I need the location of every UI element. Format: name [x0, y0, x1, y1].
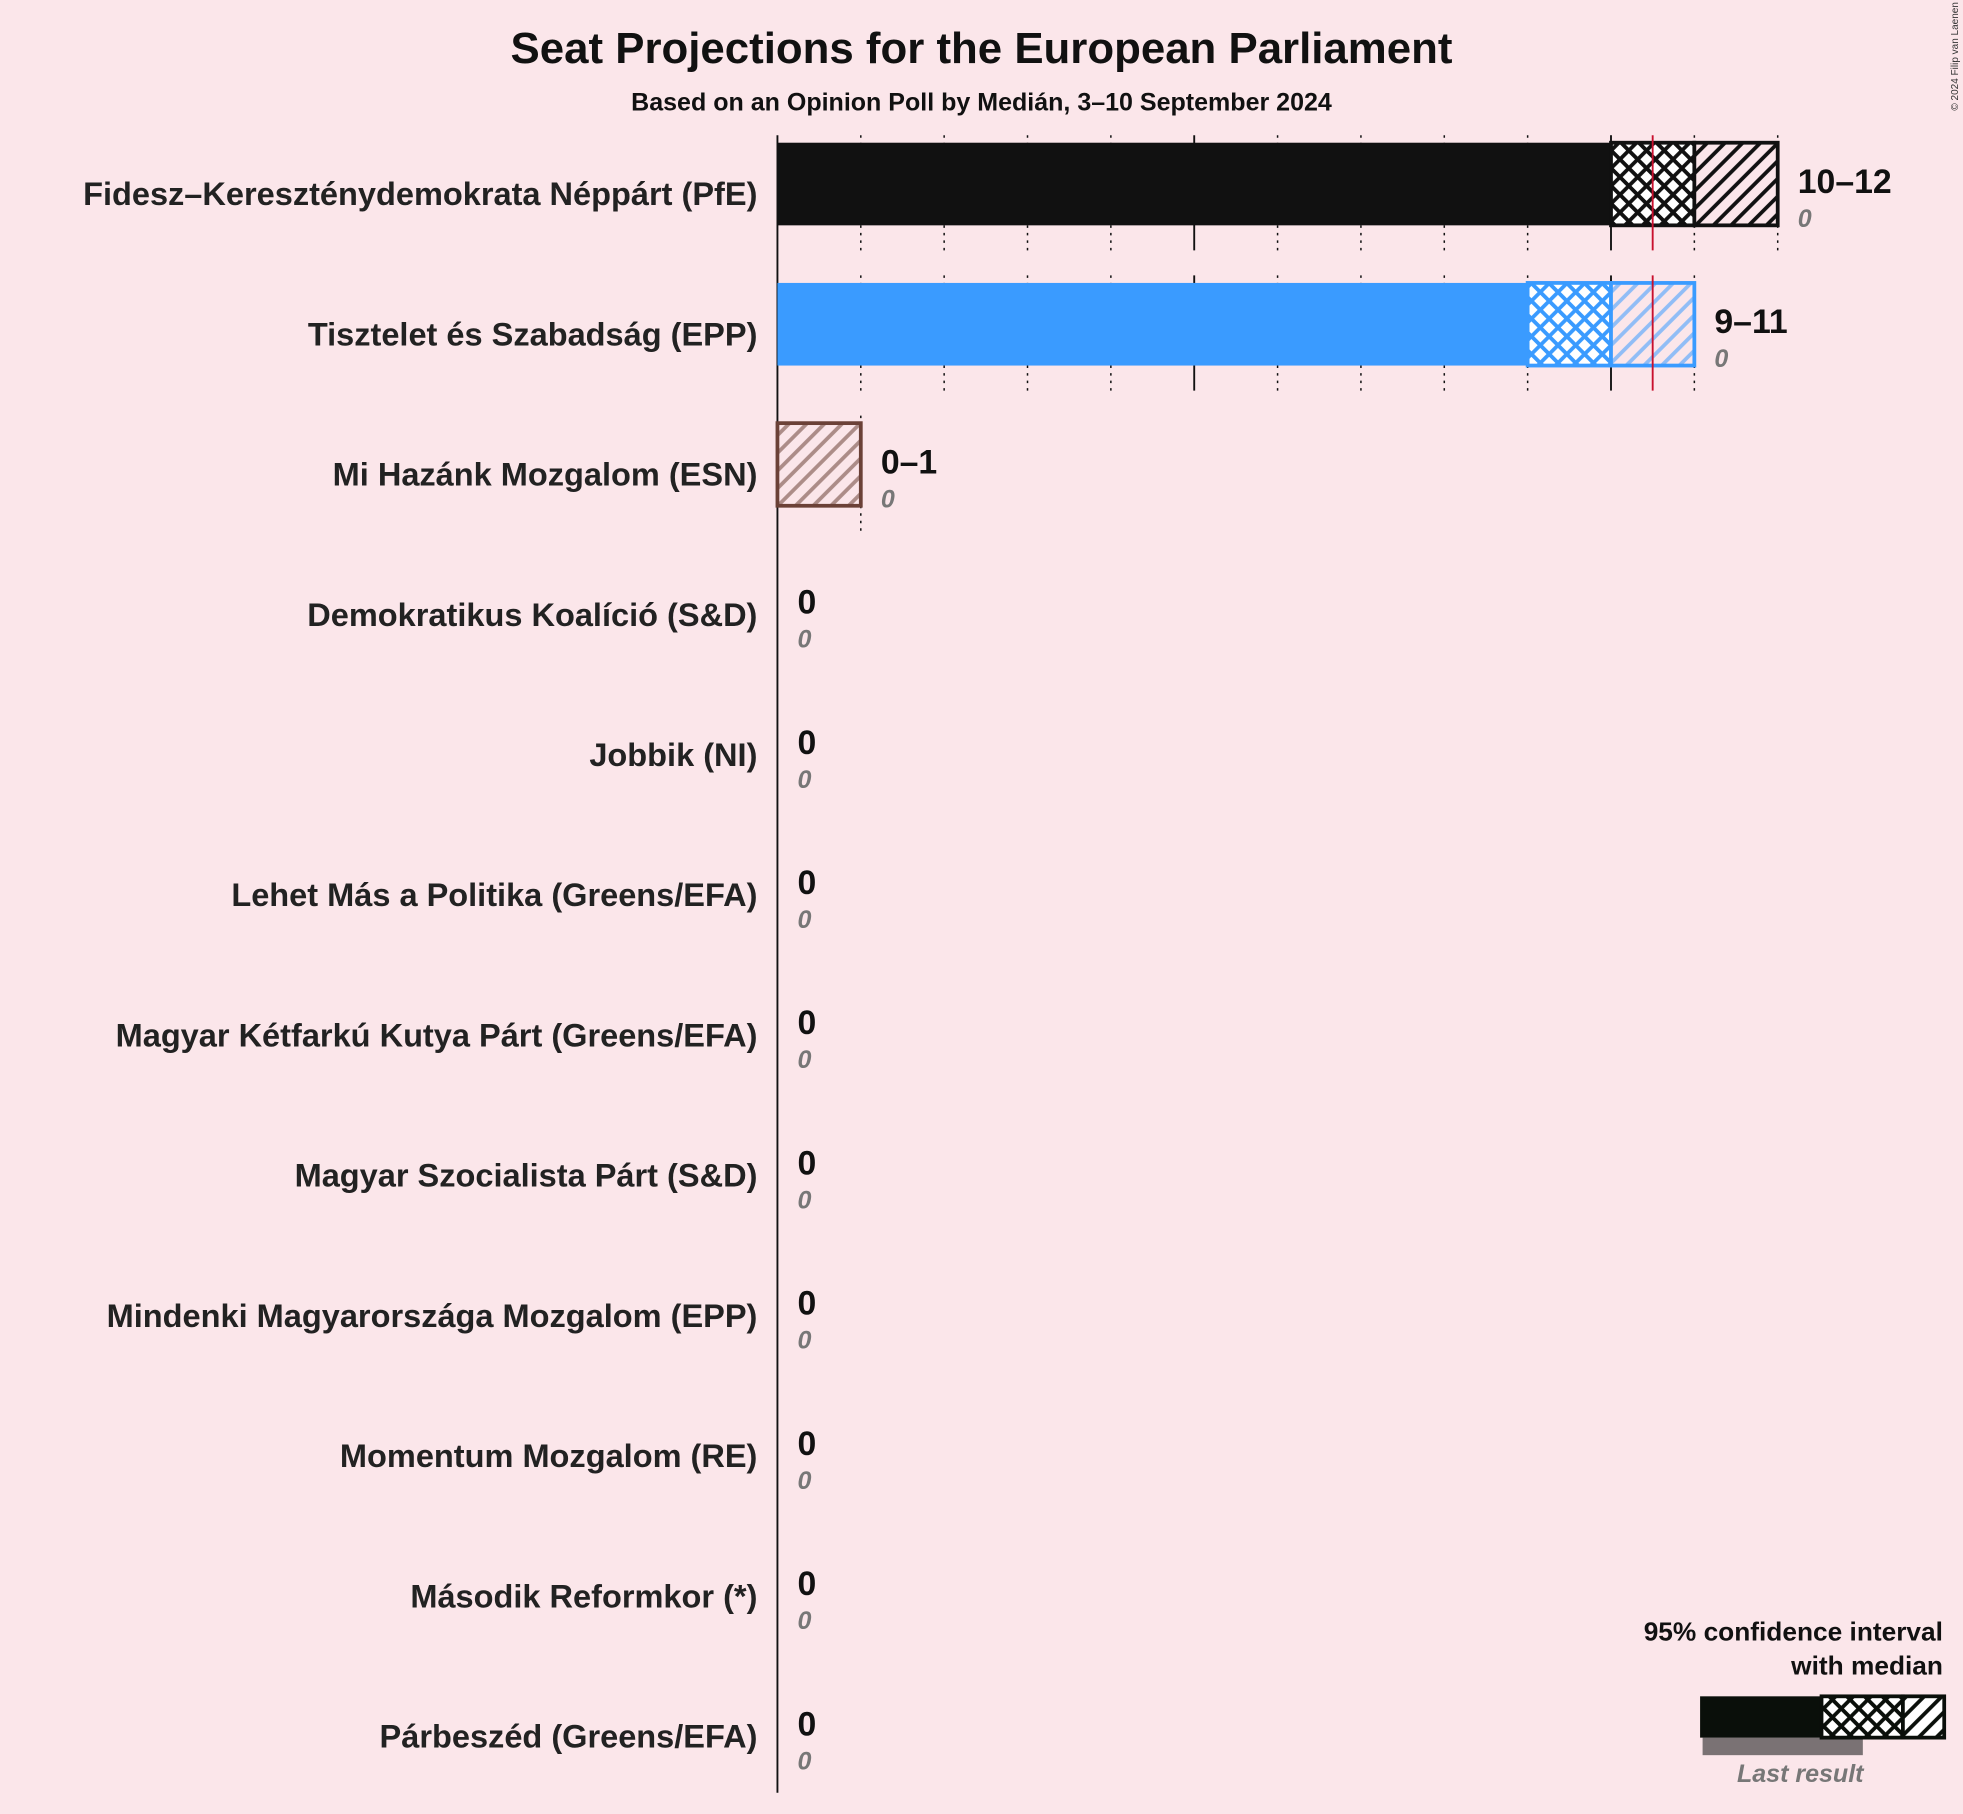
party-label: Lehet Más a Politika (Greens/EFA) — [231, 877, 757, 913]
range-label: 0 — [797, 864, 816, 902]
party-label: Magyar Kétfarkú Kutya Párt (Greens/EFA) — [116, 1017, 758, 1053]
legend-title: with median — [1790, 1650, 1943, 1680]
party-label: Mi Hazánk Mozgalom (ESN) — [333, 457, 758, 493]
range-label: 10–12 — [1798, 163, 1892, 201]
range-label: 9–11 — [1714, 303, 1787, 341]
last-result-label: 0 — [881, 485, 895, 513]
range-label: 0–1 — [881, 443, 937, 481]
last-result-label: 0 — [1714, 345, 1728, 373]
last-result-label: 0 — [797, 1327, 811, 1355]
copyright: © 2024 Filip van Laenen — [1950, 2, 1961, 111]
range-label: 0 — [797, 1705, 816, 1743]
party-label: Jobbik (NI) — [589, 737, 757, 773]
last-result-label: 0 — [797, 766, 811, 794]
party-label: Fidesz–Kereszténydemokrata Néppárt (PfE) — [83, 176, 757, 212]
last-result-label: 0 — [797, 906, 811, 934]
last-result-label: 0 — [797, 626, 811, 654]
range-label: 0 — [797, 724, 816, 762]
last-result-label: 0 — [797, 1747, 811, 1775]
last-result-label: 0 — [797, 1046, 811, 1074]
party-label: Demokratikus Koalíció (S&D) — [307, 597, 757, 633]
bar-ci-upper — [1692, 140, 1780, 228]
range-label: 0 — [797, 584, 816, 622]
party-label: Momentum Mozgalom (RE) — [340, 1438, 757, 1474]
legend-title: 95% confidence interval — [1644, 1617, 1943, 1647]
range-label: 0 — [797, 1565, 816, 1603]
range-label: 0 — [797, 1425, 816, 1463]
party-label: Párbeszéd (Greens/EFA) — [380, 1718, 758, 1754]
legend-last-swatch — [1702, 1737, 1863, 1756]
legend-cross-swatch — [1819, 1694, 1905, 1740]
legend-last-label: Last result — [1737, 1760, 1865, 1788]
last-result-label: 0 — [1798, 205, 1812, 233]
last-result-label: 0 — [797, 1186, 811, 1214]
range-label: 0 — [797, 1285, 816, 1323]
range-label: 0 — [797, 1144, 816, 1182]
party-label: Második Reformkor (*) — [410, 1578, 757, 1614]
last-result-label: 0 — [797, 1607, 811, 1635]
bar-solid — [777, 142, 1611, 226]
bar-ci-lower — [1525, 281, 1613, 368]
legend-solid-swatch — [1700, 1696, 1822, 1738]
legend: 95% confidence interval with median Last… — [1644, 1617, 1947, 1788]
legend-hatch-swatch — [1901, 1694, 1947, 1740]
chart-title: Seat Projections for the European Parlia… — [511, 24, 1453, 73]
bar-solid — [777, 282, 1528, 366]
party-label: Magyar Szocialista Párt (S&D) — [295, 1158, 758, 1194]
range-label: 0 — [797, 1004, 816, 1042]
bar-ci-upper — [775, 421, 863, 508]
party-label: Tisztelet és Szabadság (EPP) — [308, 316, 758, 352]
party-label: Mindenki Magyarországa Mozgalom (EPP) — [107, 1298, 758, 1334]
chart-subtitle: Based on an Opinion Poll by Medián, 3–10… — [631, 89, 1332, 117]
last-result-label: 0 — [797, 1467, 811, 1495]
